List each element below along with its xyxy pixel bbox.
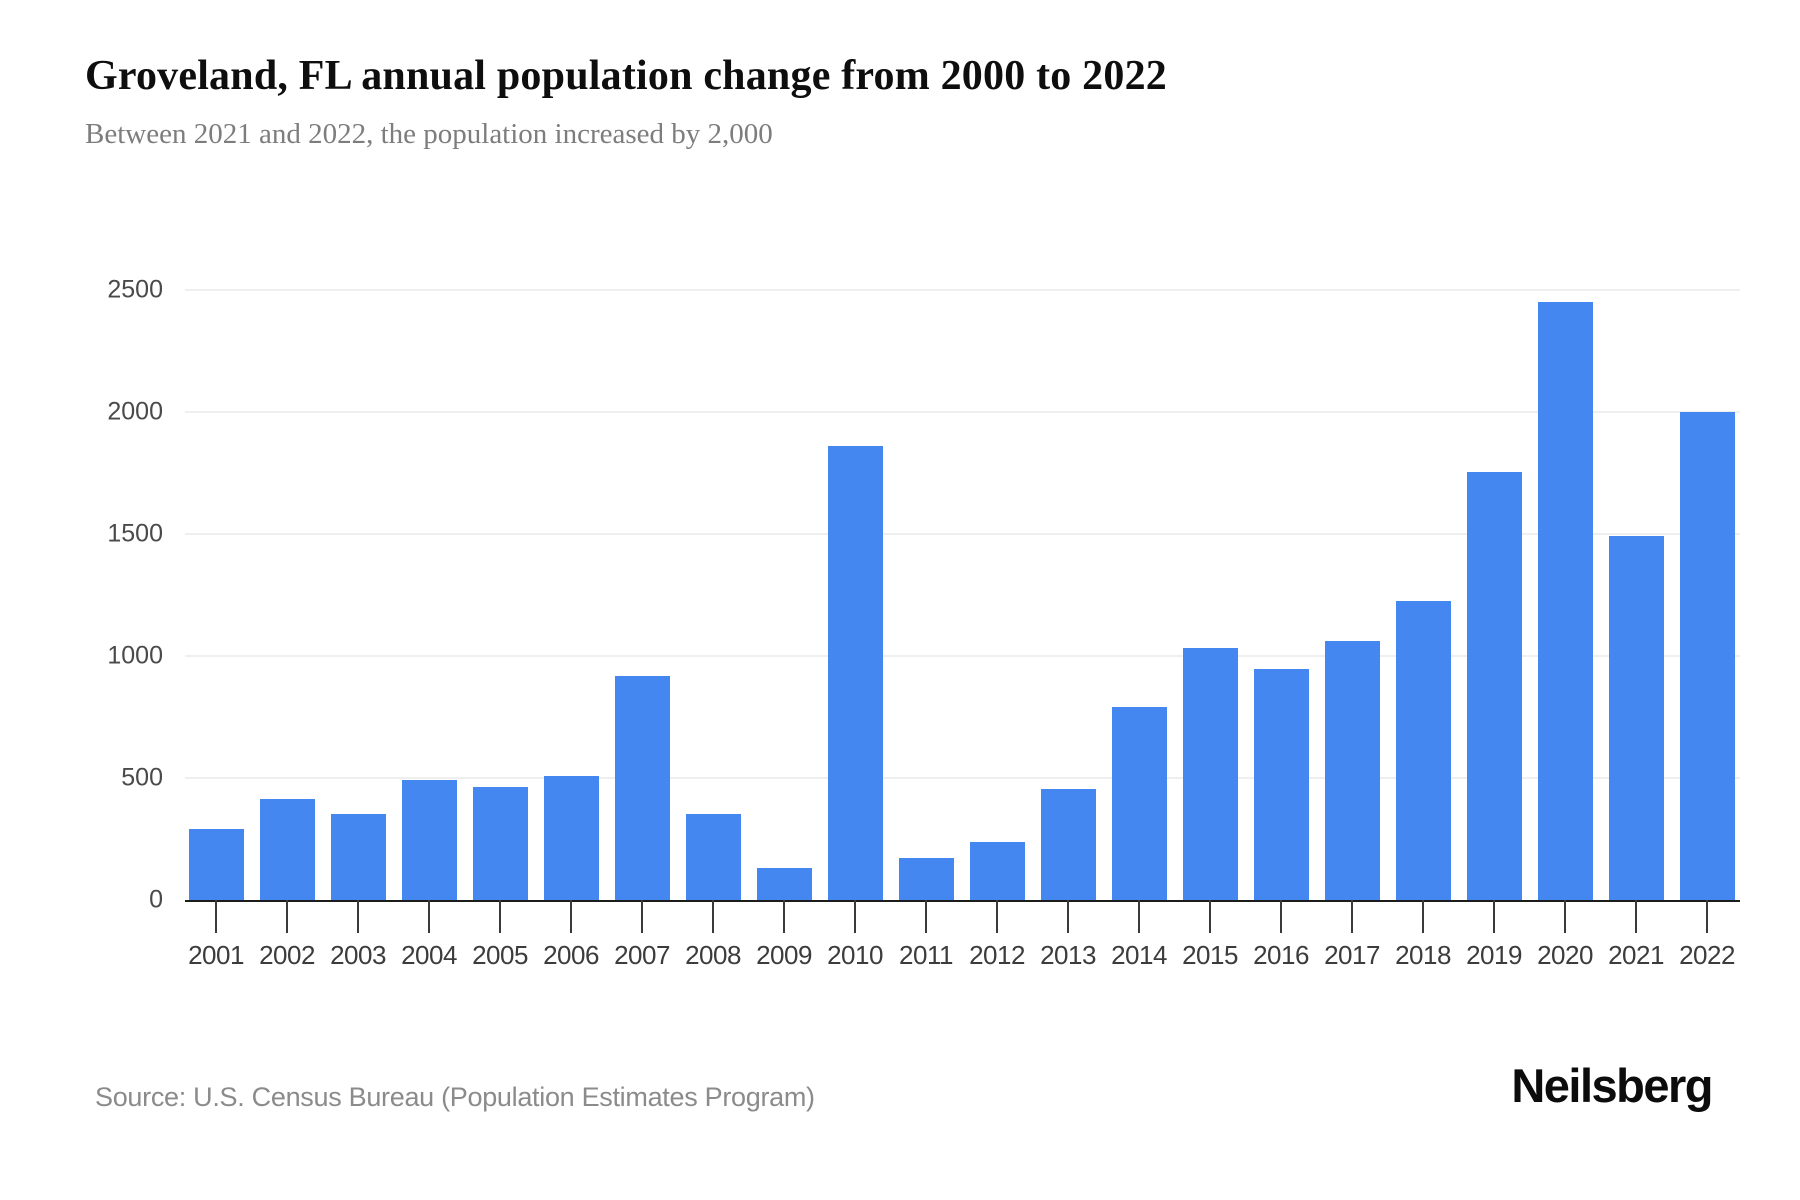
x-axis-tick-2007 — [641, 900, 643, 933]
x-axis-tick-2018 — [1422, 900, 1424, 933]
y-axis-tick-label-0: 0 — [149, 885, 163, 914]
x-axis-tick-2011 — [925, 900, 927, 933]
x-axis-tick-2014 — [1138, 900, 1140, 933]
bar-2002[interactable] — [259, 799, 315, 900]
y-axis-tick-label-500: 500 — [121, 763, 163, 792]
x-axis-label-2018: 2018 — [1395, 940, 1451, 970]
bar-2020[interactable] — [1537, 301, 1593, 900]
x-axis-label-2002: 2002 — [259, 940, 315, 970]
x-axis-label-2008: 2008 — [685, 940, 741, 970]
brand-logo: Neilsberg — [1511, 1059, 1713, 1112]
x-axis-label-2013: 2013 — [1040, 940, 1096, 970]
bar-2014[interactable] — [1111, 707, 1167, 900]
x-axis-tick-2008 — [712, 900, 714, 933]
x-axis-label-2016: 2016 — [1253, 940, 1309, 970]
gridline-1000 — [185, 655, 1740, 657]
x-axis-tick-2010 — [854, 900, 856, 933]
x-axis-tick-2002 — [286, 900, 288, 933]
x-axis-tick-2009 — [783, 900, 785, 933]
x-axis-label-2017: 2017 — [1324, 940, 1380, 970]
x-axis-tick-2019 — [1493, 900, 1495, 933]
page-subtitle: Between 2021 and 2022, the population in… — [85, 118, 773, 150]
x-axis-tick-2005 — [499, 900, 501, 933]
x-axis-tick-2022 — [1706, 900, 1708, 933]
y-axis-tick-label-1500: 1500 — [107, 519, 163, 548]
x-axis-label-2021: 2021 — [1608, 940, 1664, 970]
gridline-1500 — [185, 533, 1740, 535]
bar-2009[interactable] — [756, 868, 812, 900]
x-axis-label-2020: 2020 — [1537, 940, 1593, 970]
bar-2019[interactable] — [1466, 471, 1522, 900]
bar-2017[interactable] — [1324, 641, 1380, 900]
bar-2008[interactable] — [685, 814, 741, 900]
y-axis-tick-label-1000: 1000 — [107, 641, 163, 670]
x-axis-line — [185, 900, 1740, 902]
bar-chart-plot-area: 0 500 1000 1500 2000 2500 2001 2002 2003 2004 2005… — [107, 250, 1740, 970]
bar-2006[interactable] — [543, 775, 599, 900]
x-axis-tick-2020 — [1564, 900, 1566, 933]
bar-2011[interactable] — [898, 858, 954, 900]
gridline-500 — [185, 777, 1740, 779]
page-title: Groveland, FL annual population change f… — [85, 53, 1167, 99]
x-axis-label-2019: 2019 — [1466, 940, 1522, 970]
bar-2013[interactable] — [1040, 788, 1096, 900]
bar-2022[interactable] — [1679, 412, 1735, 900]
x-axis-tick-2006 — [570, 900, 572, 933]
x-axis-label-2007: 2007 — [614, 940, 670, 970]
x-axis-label-2015: 2015 — [1182, 940, 1238, 970]
x-axis-label-2005: 2005 — [472, 940, 528, 970]
bar-2010[interactable] — [827, 446, 883, 900]
y-axis-tick-label-2500: 2500 — [107, 275, 163, 304]
x-axis-tick-2013 — [1067, 900, 1069, 933]
x-axis-tick-2015 — [1209, 900, 1211, 933]
bar-2001[interactable] — [188, 828, 244, 900]
bar-2003[interactable] — [330, 813, 386, 900]
bar-2021[interactable] — [1608, 536, 1664, 900]
x-axis-tick-2004 — [428, 900, 430, 933]
x-axis-label-2006: 2006 — [543, 940, 599, 970]
x-axis-tick-2017 — [1351, 900, 1353, 933]
x-axis-label-2001: 2001 — [188, 940, 244, 970]
bar-2007[interactable] — [614, 675, 670, 900]
gridline-2000 — [185, 411, 1740, 413]
gridline-2500 — [185, 289, 1740, 291]
bar-2016[interactable] — [1253, 669, 1309, 900]
x-axis-label-2014: 2014 — [1111, 940, 1167, 970]
bar-2015[interactable] — [1182, 648, 1238, 900]
x-axis-label-2003: 2003 — [330, 940, 386, 970]
bar-2012[interactable] — [969, 842, 1025, 900]
x-axis-tick-2003 — [357, 900, 359, 933]
x-axis-tick-2021 — [1635, 900, 1637, 933]
x-axis-label-2022: 2022 — [1679, 940, 1735, 970]
y-axis-tick-label-2000: 2000 — [107, 397, 163, 426]
x-axis-label-2011: 2011 — [899, 940, 953, 970]
x-axis-tick-2001 — [215, 900, 217, 933]
bar-2004[interactable] — [401, 779, 457, 900]
source-text: Source: U.S. Census Bureau (Population E… — [95, 1082, 815, 1112]
x-axis-label-2010: 2010 — [827, 940, 883, 970]
x-axis-label-2004: 2004 — [401, 940, 457, 970]
x-axis-tick-2012 — [996, 900, 998, 933]
bar-2005[interactable] — [472, 787, 528, 900]
x-axis-tick-2016 — [1280, 900, 1282, 933]
x-axis-label-2012: 2012 — [969, 940, 1025, 970]
bar-2018[interactable] — [1395, 601, 1451, 900]
x-axis-label-2009: 2009 — [756, 940, 812, 970]
